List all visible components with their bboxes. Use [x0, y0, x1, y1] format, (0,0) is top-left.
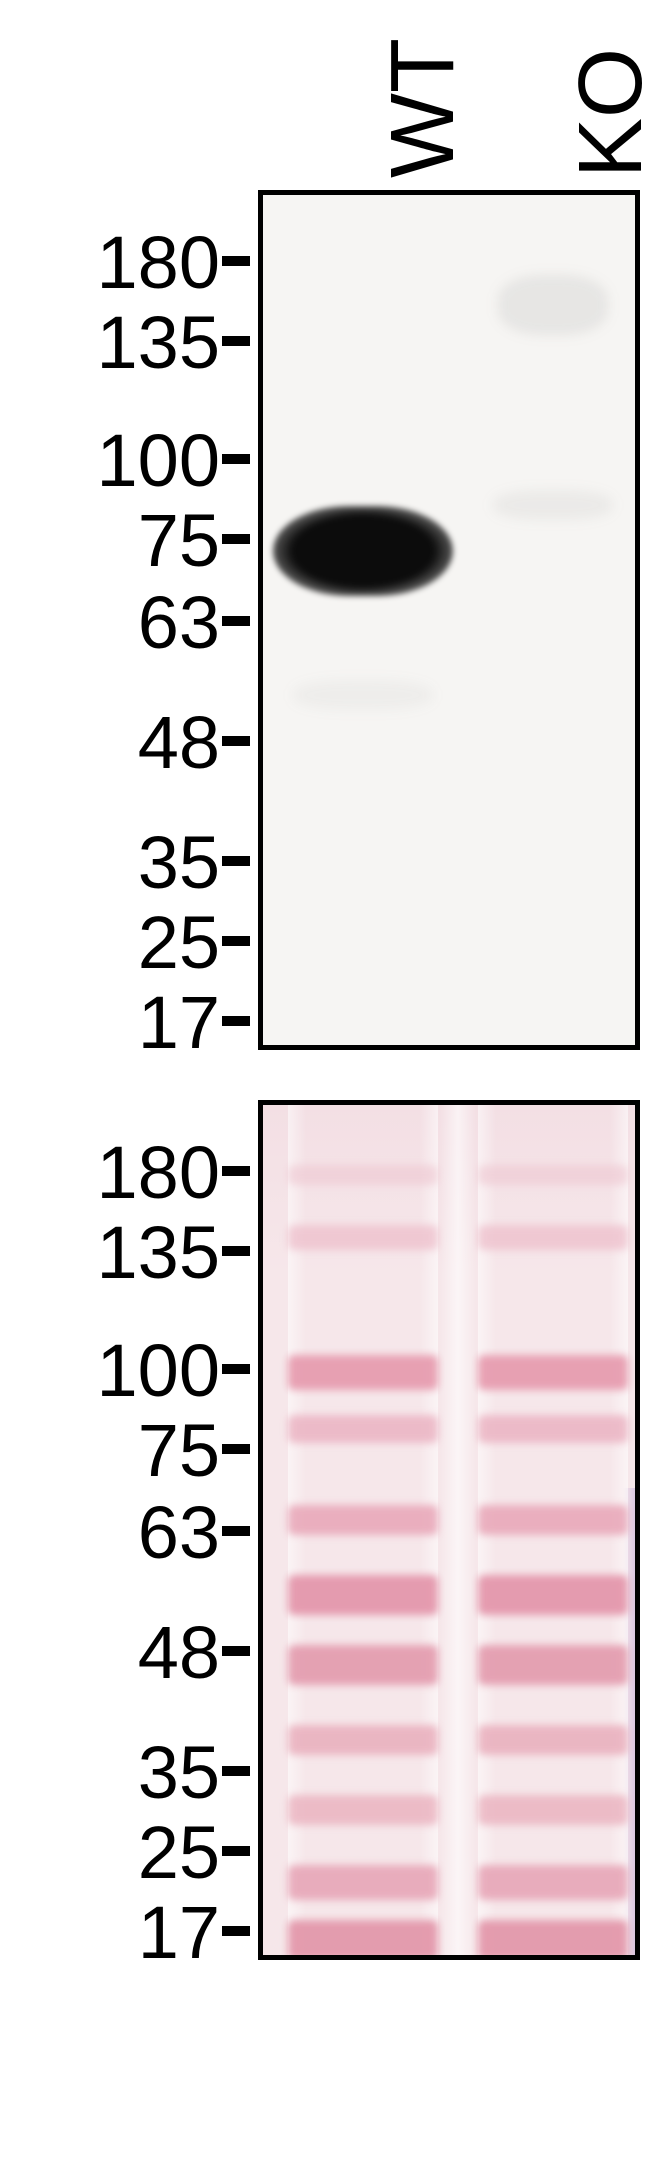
mw-marker-tick: [222, 534, 250, 544]
mw-marker-tick: [222, 1646, 250, 1656]
mw-marker-label: 17: [138, 1891, 220, 1974]
mw-marker-25: 25: [138, 906, 250, 980]
mw-marker-63: 63: [138, 586, 250, 660]
marker-column-western: 180135100756348352517: [0, 190, 250, 1050]
mw-marker-35: 35: [138, 1736, 250, 1810]
ponceau-band: [288, 1920, 438, 1960]
mw-marker-135: 135: [97, 306, 250, 380]
ponceau-band: [478, 1575, 628, 1615]
mw-marker-label: 75: [138, 1409, 220, 1492]
mw-marker-tick: [222, 1926, 250, 1936]
gel-figure: WT KO 180135100756348352517 180135100756…: [0, 0, 650, 2167]
mw-marker-label: 17: [138, 981, 220, 1064]
mw-marker-label: 75: [138, 499, 220, 582]
mw-marker-180: 180: [97, 226, 250, 300]
mw-marker-tick: [222, 616, 250, 626]
mw-marker-label: 35: [138, 1731, 220, 1814]
mw-marker-135: 135: [97, 1216, 250, 1290]
mw-marker-label: 135: [97, 301, 220, 384]
mw-marker-tick: [222, 256, 250, 266]
ponceau-band: [478, 1355, 628, 1390]
ponceau-band: [478, 1505, 628, 1535]
ponceau-lane-wt: [288, 1105, 438, 1955]
ponceau-band: [478, 1920, 628, 1960]
mw-marker-17: 17: [138, 986, 250, 1060]
ponceau-band: [478, 1415, 628, 1443]
mw-marker-label: 100: [97, 419, 220, 502]
mw-marker-tick: [222, 336, 250, 346]
mw-marker-25: 25: [138, 1816, 250, 1890]
mw-marker-48: 48: [138, 1616, 250, 1690]
mw-marker-tick: [222, 936, 250, 946]
ponceau-band: [288, 1415, 438, 1443]
mw-marker-label: 180: [97, 221, 220, 304]
ponceau-panel: [258, 1100, 640, 1960]
wb-faint-mark: [498, 275, 608, 335]
mw-marker-100: 100: [97, 424, 250, 498]
ponceau-band: [288, 1165, 438, 1185]
ponceau-band: [478, 1645, 628, 1685]
ponceau-band: [478, 1725, 628, 1755]
mw-marker-tick: [222, 1016, 250, 1026]
ponceau-band: [288, 1225, 438, 1250]
mw-marker-48: 48: [138, 706, 250, 780]
mw-marker-label: 25: [138, 901, 220, 984]
ponceau-band: [288, 1505, 438, 1535]
ponceau-band: [478, 1225, 628, 1250]
mw-marker-label: 180: [97, 1131, 220, 1214]
ponceau-lane-gap: [440, 1105, 476, 1955]
mw-marker-17: 17: [138, 1896, 250, 1970]
mw-marker-63: 63: [138, 1496, 250, 1570]
ponceau-band: [288, 1865, 438, 1900]
mw-marker-tick: [222, 1364, 250, 1374]
mw-marker-tick: [222, 1526, 250, 1536]
mw-marker-tick: [222, 736, 250, 746]
ponceau-band: [478, 1795, 628, 1825]
mw-marker-180: 180: [97, 1136, 250, 1210]
mw-marker-label: 63: [138, 581, 220, 664]
mw-marker-label: 48: [138, 701, 220, 784]
ponceau-band: [288, 1575, 438, 1615]
lane-header-wt: WT: [372, 38, 475, 178]
mw-marker-label: 35: [138, 821, 220, 904]
marker-column-ponceau: 180135100756348352517: [0, 1100, 250, 1960]
mw-marker-tick: [222, 1166, 250, 1176]
mw-marker-tick: [222, 1846, 250, 1856]
mw-marker-tick: [222, 856, 250, 866]
mw-marker-label: 100: [97, 1329, 220, 1412]
mw-marker-tick: [222, 1444, 250, 1454]
mw-marker-35: 35: [138, 826, 250, 900]
wb-faint-mark: [293, 680, 433, 710]
ponceau-band: [288, 1795, 438, 1825]
wb-band-main: [273, 506, 453, 596]
mw-marker-label: 25: [138, 1811, 220, 1894]
mw-marker-tick: [222, 1766, 250, 1776]
mw-marker-75: 75: [138, 1414, 250, 1488]
mw-marker-100: 100: [97, 1334, 250, 1408]
ponceau-band: [288, 1355, 438, 1390]
lane-header-ko: KO: [560, 48, 650, 178]
ponceau-lane-ko: [478, 1105, 628, 1955]
mw-marker-label: 63: [138, 1491, 220, 1574]
mw-marker-tick: [222, 454, 250, 464]
ponceau-band: [288, 1725, 438, 1755]
mw-marker-label: 135: [97, 1211, 220, 1294]
mw-marker-label: 48: [138, 1611, 220, 1694]
western-blot-image: [263, 195, 635, 1045]
ponceau-band: [478, 1165, 628, 1185]
ponceau-image: [263, 1105, 635, 1955]
wb-faint-mark: [493, 490, 613, 520]
mw-marker-75: 75: [138, 504, 250, 578]
ponceau-band: [478, 1865, 628, 1900]
mw-marker-tick: [222, 1246, 250, 1256]
ponceau-band: [288, 1645, 438, 1685]
western-blot-panel: [258, 190, 640, 1050]
